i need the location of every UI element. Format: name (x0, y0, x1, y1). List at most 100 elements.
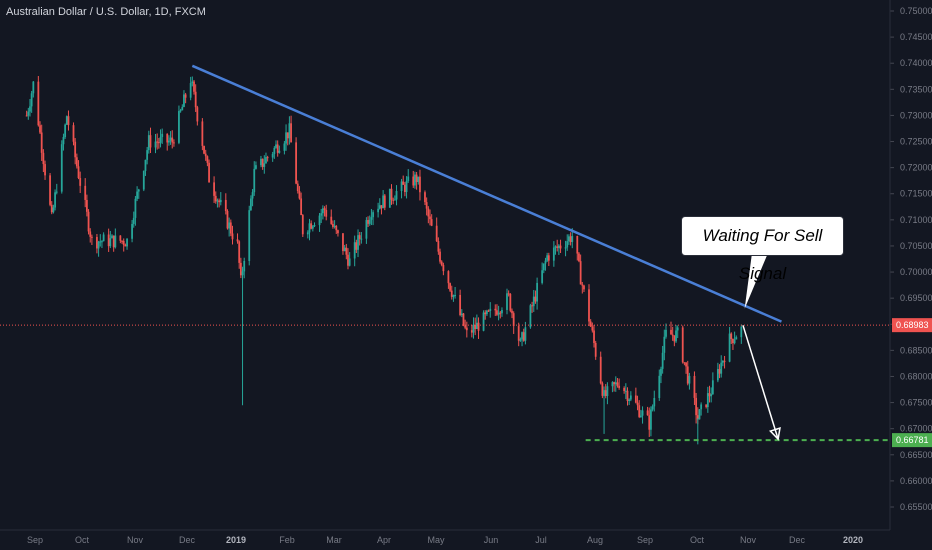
candle-body (487, 310, 490, 312)
candle-body (347, 254, 349, 266)
candle-body (388, 188, 391, 208)
candle-body (686, 366, 689, 384)
candle-body (589, 321, 592, 327)
candle-body (732, 338, 734, 344)
candle-body (134, 198, 137, 218)
candle-body (181, 106, 184, 111)
candle-body (196, 107, 199, 122)
candle-body (400, 181, 403, 191)
candle-body (658, 375, 661, 399)
candle-body (695, 397, 698, 416)
time-axis[interactable]: Sep Oct Nov Dec 2019 Feb Mar Apr May Jun Jul Aug Sep… (0, 529, 890, 545)
descending-trendline[interactable] (191, 64, 782, 323)
candle-body (671, 334, 674, 336)
candle-body (531, 305, 533, 307)
price-labels: 0.68983 0.66781 (892, 318, 932, 448)
time-tick-label: Dec (179, 535, 196, 545)
candle-body (250, 198, 252, 211)
callout-pointer (744, 253, 768, 309)
time-tick-label: May (427, 535, 445, 545)
candle-body (559, 245, 562, 249)
candle-body (97, 241, 100, 249)
support-price-label-bg (892, 433, 932, 448)
candle-body (591, 326, 594, 331)
candle-body (681, 327, 684, 363)
candle-body (321, 208, 324, 214)
price-axis[interactable]: 0.75000 0.74500 0.74000 0.73500 0.73000 0.725… (889, 0, 932, 530)
candle-body (372, 212, 374, 218)
time-tick-label: Sep (637, 535, 653, 545)
candle-body (604, 390, 607, 396)
candle-body (239, 262, 242, 276)
candle-body (544, 260, 547, 264)
candle-body (189, 83, 192, 98)
candle-body (77, 166, 80, 179)
candle-body (390, 188, 393, 200)
candle-body (122, 240, 125, 245)
candle-body (623, 387, 626, 392)
candle-body (511, 310, 513, 314)
candle-body (311, 226, 314, 229)
forecast-arrow-shaft (742, 325, 779, 440)
candle-body (646, 410, 649, 416)
candle-body (693, 375, 696, 398)
price-tick-label: 0.74000 (900, 58, 932, 68)
candle-body (728, 333, 731, 362)
candle-body (660, 368, 662, 376)
candle-body (439, 251, 441, 262)
time-tick-label: Mar (326, 535, 342, 545)
candle-body (601, 383, 604, 396)
candle-body (75, 157, 78, 167)
candle-body (711, 380, 714, 395)
forecast-arrow[interactable] (742, 325, 781, 441)
callout-note[interactable]: Waiting For Sell Signal (681, 216, 844, 283)
candle-body (571, 235, 574, 243)
candle-body (72, 125, 75, 142)
candle-body (337, 230, 339, 234)
current-price-label-bg (892, 318, 932, 333)
candle-body (236, 239, 239, 242)
candle-body (266, 157, 269, 159)
candle-body (417, 176, 420, 182)
candle-body (477, 322, 480, 331)
candle-body (509, 294, 512, 311)
price-tick-label: 0.67500 (900, 398, 932, 408)
candle-body (706, 393, 709, 408)
candle-body (581, 284, 584, 286)
candles-layer (25, 76, 743, 437)
candle-body (733, 339, 736, 344)
candle-body (730, 333, 733, 339)
candle-body (522, 332, 525, 341)
candle-body (517, 326, 520, 341)
candle-body (275, 144, 277, 148)
candle-body (472, 324, 475, 333)
candle-body (96, 237, 98, 249)
candle-body (675, 330, 677, 342)
candle-body (169, 137, 172, 141)
candle-body (167, 140, 170, 143)
candle-body (126, 238, 128, 247)
candle-body (429, 216, 431, 220)
candle-body (393, 199, 396, 201)
candle-body (708, 393, 711, 397)
candle-body (723, 360, 726, 362)
candle-body (147, 135, 150, 151)
price-tick-label: 0.72000 (900, 163, 932, 173)
candle-body (25, 115, 28, 117)
candle-body (425, 202, 428, 209)
candle-body (532, 296, 535, 307)
candle-body (79, 178, 82, 186)
candle-body (335, 225, 338, 231)
candle-body (641, 410, 644, 416)
candle-body (460, 313, 463, 316)
candle-body (308, 223, 311, 233)
candle-body (462, 313, 465, 326)
time-tick-label: 2019 (226, 535, 246, 545)
candle-body (55, 191, 58, 193)
candle-body (265, 157, 267, 164)
candle-body (159, 137, 162, 143)
candle-body (39, 125, 41, 133)
candle-body (273, 147, 276, 154)
price-tick-label: 0.74500 (900, 32, 932, 42)
